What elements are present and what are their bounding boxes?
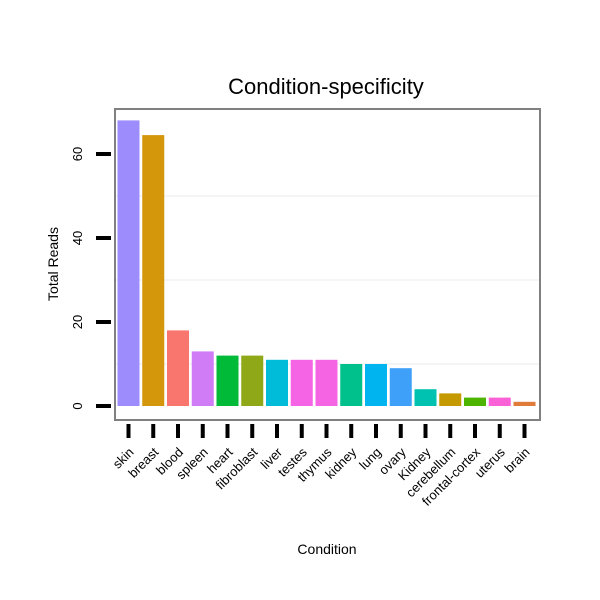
bar-ovary [389, 368, 412, 406]
y-axis-label: Total Reads [45, 227, 61, 301]
bar-testes [290, 359, 313, 406]
bars-group [117, 120, 536, 407]
y-tick-label: 40 [70, 231, 85, 245]
bar-uterus [488, 397, 511, 406]
y-tick-label: 0 [70, 402, 85, 409]
bar-cerebellum [439, 393, 462, 406]
bar-frontal-cortex [464, 397, 486, 406]
y-tick-label: 20 [70, 315, 85, 329]
x-axis: skinbreastbloodspleenheartfibroblastlive… [110, 424, 533, 509]
bar-skin [117, 120, 140, 407]
x-tick-label: brain [502, 445, 533, 476]
bar-heart [216, 355, 239, 406]
y-axis: 0 20 40 60 [70, 147, 111, 410]
bar-spleen [191, 351, 214, 406]
bar-lung [365, 364, 387, 406]
plot-frame [114, 108, 541, 421]
bar-kidney [340, 364, 363, 406]
bar-liver [266, 359, 288, 406]
bar-fibroblast [241, 355, 264, 406]
bar-brain [513, 401, 536, 406]
bar-breast [142, 135, 165, 406]
y-tick-label: 60 [70, 147, 85, 161]
bar-blood [167, 330, 189, 406]
bar-kidney [414, 389, 437, 406]
chart-title: Condition-specificity [228, 74, 424, 99]
x-axis-label: Condition [297, 541, 356, 557]
bar-thymus [315, 359, 338, 406]
